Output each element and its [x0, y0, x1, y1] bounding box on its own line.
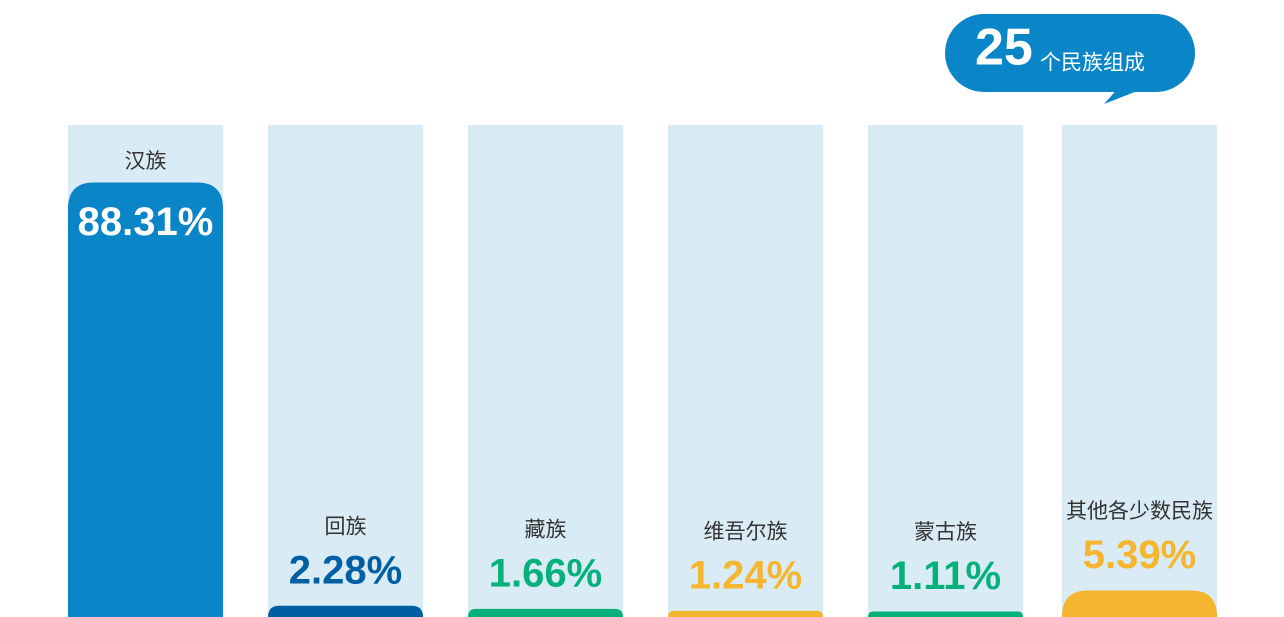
badge-number: 25 — [975, 19, 1033, 77]
badge-text: 个民族组成 — [1040, 52, 1145, 75]
bar — [1062, 590, 1217, 617]
category-label: 蒙古族 — [914, 521, 977, 544]
value-label: 2.28% — [289, 548, 402, 592]
category-label: 藏族 — [525, 518, 567, 541]
badge-bubble — [945, 14, 1195, 92]
value-label: 1.11% — [890, 554, 1001, 598]
bar-track — [668, 125, 823, 617]
bar-track — [268, 125, 423, 617]
category-label: 其他各少数民族 — [1066, 500, 1213, 523]
value-label: 1.66% — [489, 551, 602, 595]
category-label: 回族 — [325, 515, 367, 538]
category-label: 维吾尔族 — [704, 520, 788, 543]
value-label: 5.39% — [1083, 533, 1196, 577]
bar — [468, 608, 623, 617]
category-label: 汉族 — [125, 150, 167, 173]
bar-track — [868, 125, 1023, 617]
bar — [868, 611, 1023, 617]
bar — [68, 182, 223, 617]
value-label: 88.31% — [78, 200, 214, 244]
bar-track — [1062, 125, 1217, 617]
badge-tail — [1104, 86, 1150, 104]
bar-track — [468, 125, 623, 617]
bar — [268, 605, 423, 617]
bar — [668, 610, 823, 617]
value-label: 1.24% — [689, 553, 802, 597]
badge: 25 个民族组成 — [945, 14, 1195, 104]
